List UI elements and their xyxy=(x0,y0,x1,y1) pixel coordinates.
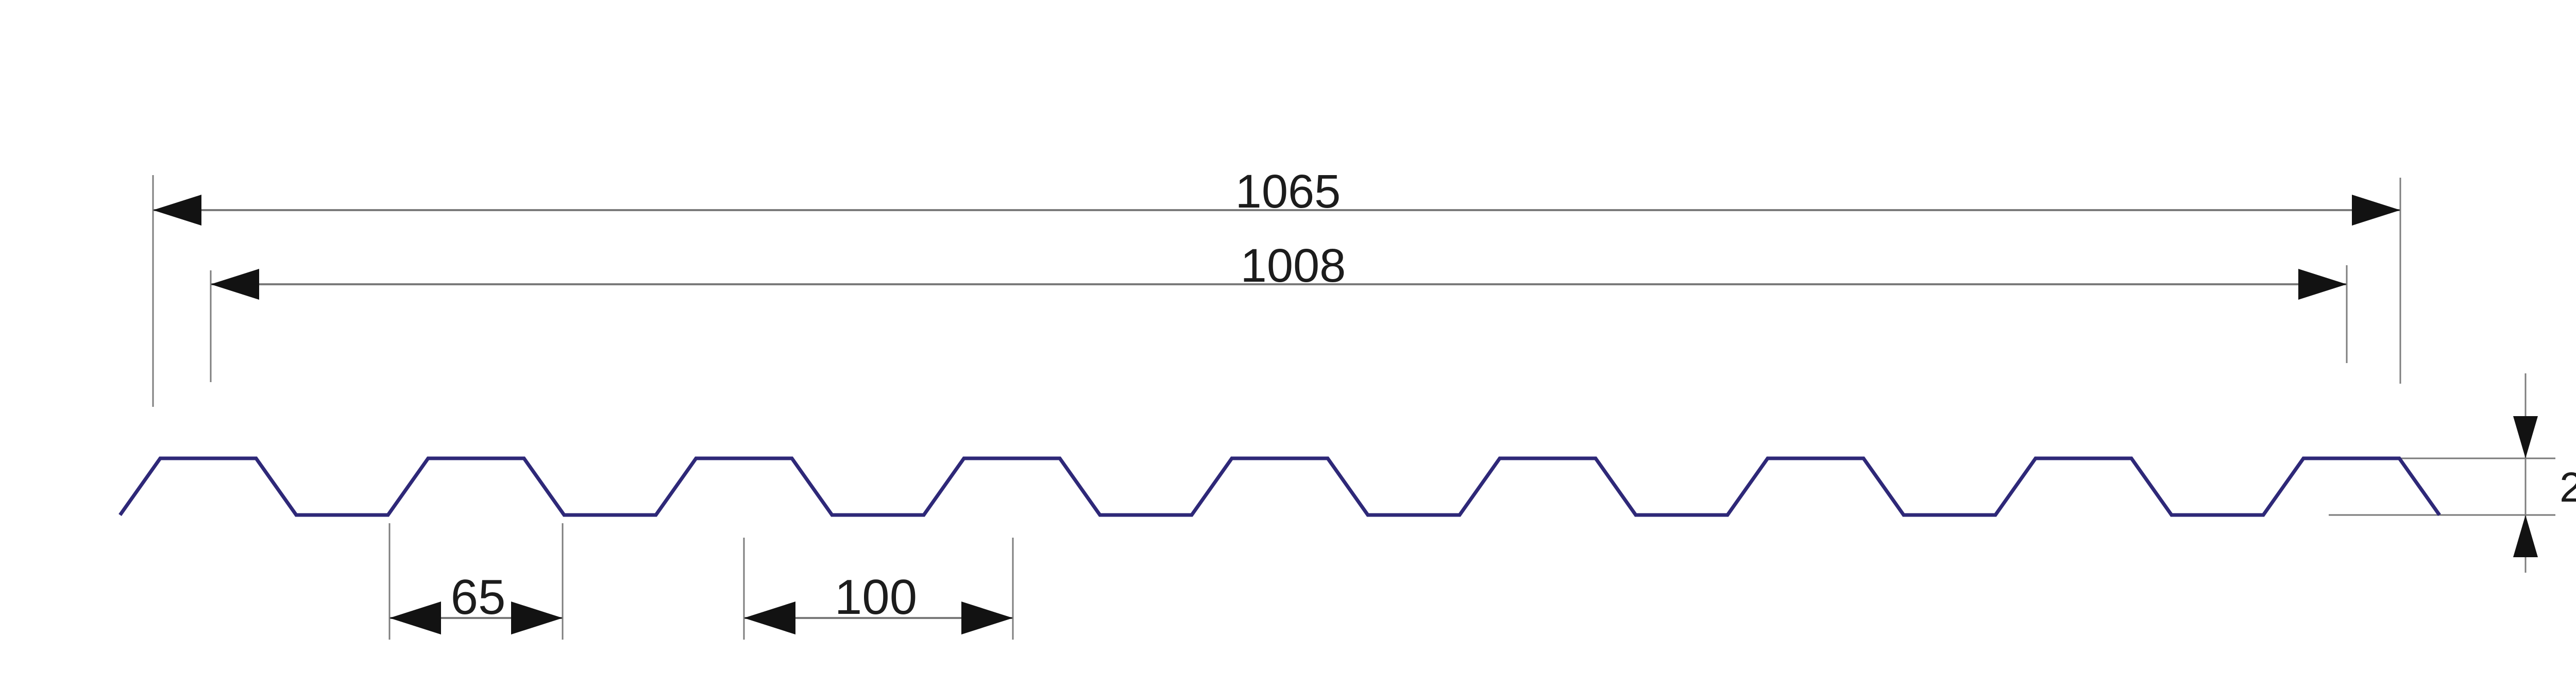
dim-overall-width-group xyxy=(152,175,2401,407)
arrowhead-right-icon xyxy=(2352,195,2400,226)
dim-label-overall-width: 1065 xyxy=(1235,165,1341,218)
dim-pitch-group xyxy=(743,538,1014,640)
arrowhead-left-icon xyxy=(389,602,441,634)
arrowhead-left-icon xyxy=(153,195,201,226)
arrowhead-down-icon xyxy=(2513,416,2538,458)
dim-label-working-width: 1008 xyxy=(1240,239,1346,292)
dim-rib-base-group xyxy=(388,523,564,640)
dim-height-group xyxy=(2329,373,2555,573)
arrowhead-right-icon xyxy=(961,602,1013,634)
arrowhead-right-icon xyxy=(511,602,563,634)
arrowhead-up-icon xyxy=(2513,515,2538,557)
dim-label-rib-base-width: 65 xyxy=(450,570,506,625)
arrowhead-left-icon xyxy=(744,602,795,634)
dim-working-width-group xyxy=(210,265,2348,382)
arrowhead-left-icon xyxy=(211,269,259,300)
dim-label-profile-height: 21 мм xyxy=(2560,464,2576,511)
dim-label-rib-pitch: 100 xyxy=(834,570,918,625)
profile-sheet-outline xyxy=(118,456,2441,517)
arrowhead-right-icon xyxy=(2298,269,2347,300)
